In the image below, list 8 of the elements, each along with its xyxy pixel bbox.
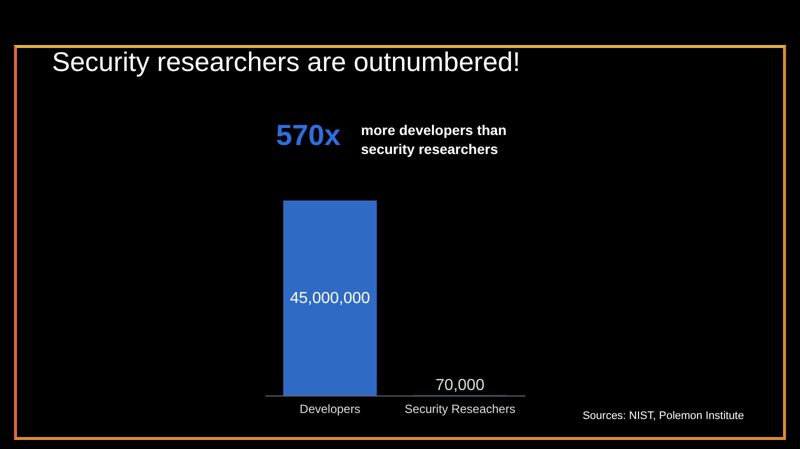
text: more developers than security researchers: [361, 121, 508, 159]
source-note: Sources: NIST, Polemon Institute: [582, 410, 744, 422]
text: 570x: [276, 120, 341, 153]
data-label: 70,000: [436, 377, 485, 394]
data-label: 45,000,000: [290, 290, 370, 307]
x-tick-label: Security Reseachers: [404, 402, 516, 416]
x-tick-label: Developers: [300, 402, 360, 416]
chart-title: Security researchers are outnumbered!: [52, 47, 520, 78]
